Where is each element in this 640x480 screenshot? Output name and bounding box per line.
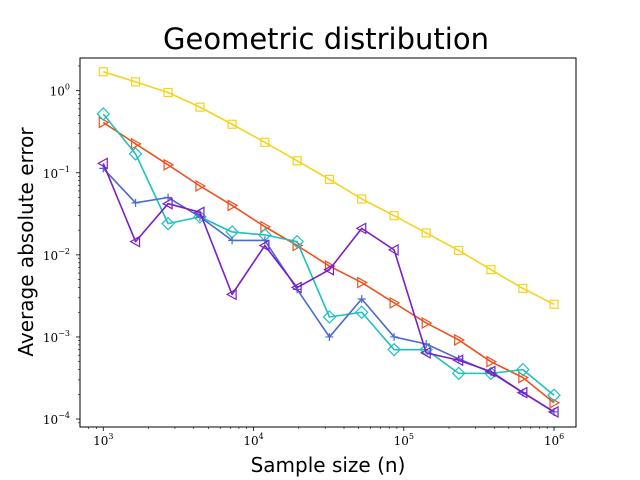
point-orange-triangles-2 — [163, 158, 175, 171]
series-purple-triangles — [97, 157, 559, 418]
y-tick-label-2: 10−2 — [43, 247, 70, 263]
point-yellow-squares-6 — [292, 156, 302, 166]
point-blue-plus-1 — [131, 198, 140, 207]
series-line-yellow-squares — [103, 70, 555, 305]
series-line-orange-triangles — [102, 121, 555, 404]
point-purple-triangles-2 — [161, 197, 173, 210]
point-cyan-diamonds-7 — [322, 310, 337, 324]
point-cyan-diamonds-1 — [128, 146, 143, 161]
x-tick-label-2: 105 — [394, 432, 414, 448]
point-purple-triangles-1 — [129, 235, 141, 248]
point-yellow-squares-9 — [389, 211, 399, 221]
point-yellow-squares-4 — [227, 119, 237, 129]
point-blue-plus-2 — [164, 193, 173, 202]
x-tick-label-1: 104 — [243, 432, 263, 448]
point-purple-triangles-6 — [290, 281, 302, 294]
point-orange-triangles-1 — [130, 137, 142, 150]
point-yellow-squares-11 — [454, 245, 464, 256]
point-purple-triangles-0 — [97, 157, 108, 170]
point-purple-triangles-8 — [355, 222, 367, 235]
point-purple-triangles-10 — [419, 346, 431, 359]
point-blue-plus-7 — [325, 332, 334, 341]
x-tick-label-3: 106 — [544, 432, 564, 448]
point-cyan-diamonds-2 — [161, 216, 175, 231]
series-layer — [96, 67, 561, 418]
point-yellow-squares-1 — [130, 77, 141, 87]
point-yellow-squares-12 — [486, 265, 496, 275]
point-orange-triangles-10 — [421, 316, 433, 329]
point-orange-triangles-11 — [454, 333, 465, 346]
point-orange-triangles-12 — [486, 355, 498, 368]
point-purple-triangles-7 — [323, 263, 335, 276]
series-line-purple-triangles — [102, 163, 555, 413]
point-orange-triangles-9 — [389, 296, 401, 309]
point-blue-plus-4 — [228, 236, 237, 245]
y-axis-label: Average absolute error — [14, 127, 38, 357]
point-cyan-diamonds-13 — [516, 362, 530, 377]
point-yellow-squares-2 — [163, 87, 173, 98]
y-tick-label-3: 10−3 — [43, 329, 70, 345]
point-blue-plus-9 — [390, 332, 399, 341]
y-tick-label-4: 10−4 — [43, 411, 70, 427]
point-purple-triangles-3 — [193, 206, 205, 219]
y-tick-label-1: 10−1 — [43, 165, 70, 181]
point-purple-triangles-9 — [387, 243, 399, 256]
point-yellow-squares-0 — [98, 67, 108, 77]
point-cyan-diamonds-14 — [547, 388, 561, 403]
point-purple-triangles-5 — [258, 239, 270, 252]
point-yellow-squares-14 — [549, 299, 559, 309]
series-yellow-squares — [98, 67, 559, 309]
y-tick-label-0: 100 — [50, 83, 70, 99]
point-yellow-squares-8 — [357, 194, 367, 204]
point-yellow-squares-5 — [260, 137, 270, 147]
point-purple-triangles-11 — [452, 354, 464, 367]
point-purple-triangles-14 — [547, 405, 559, 418]
point-blue-plus-8 — [357, 294, 366, 303]
point-cyan-diamonds-0 — [96, 107, 111, 121]
point-purple-triangles-13 — [516, 386, 528, 399]
point-cyan-diamonds-11 — [451, 366, 466, 381]
plot-frame — [79, 57, 577, 428]
point-orange-triangles-3 — [195, 179, 207, 193]
point-yellow-squares-3 — [195, 102, 205, 112]
point-yellow-squares-13 — [518, 283, 528, 294]
point-orange-triangles-4 — [227, 199, 239, 212]
point-cyan-diamonds-8 — [354, 305, 369, 320]
point-purple-triangles-4 — [225, 288, 237, 301]
x-axis-label: Sample size (n) — [251, 453, 406, 477]
ticks-layer: 103 104 105 106 100 10−1 10−2 10−3 10−4 — [43, 65, 564, 448]
point-yellow-squares-10 — [421, 228, 431, 238]
x-tick-label-0: 103 — [93, 432, 113, 448]
series-line-cyan-diamonds — [102, 113, 555, 396]
point-purple-triangles-12 — [484, 365, 496, 378]
point-cyan-diamonds-9 — [387, 342, 401, 357]
point-cyan-diamonds-6 — [290, 234, 304, 249]
point-orange-triangles-8 — [357, 276, 368, 289]
point-yellow-squares-7 — [324, 174, 335, 185]
chart-title: Geometric distribution — [163, 22, 489, 56]
